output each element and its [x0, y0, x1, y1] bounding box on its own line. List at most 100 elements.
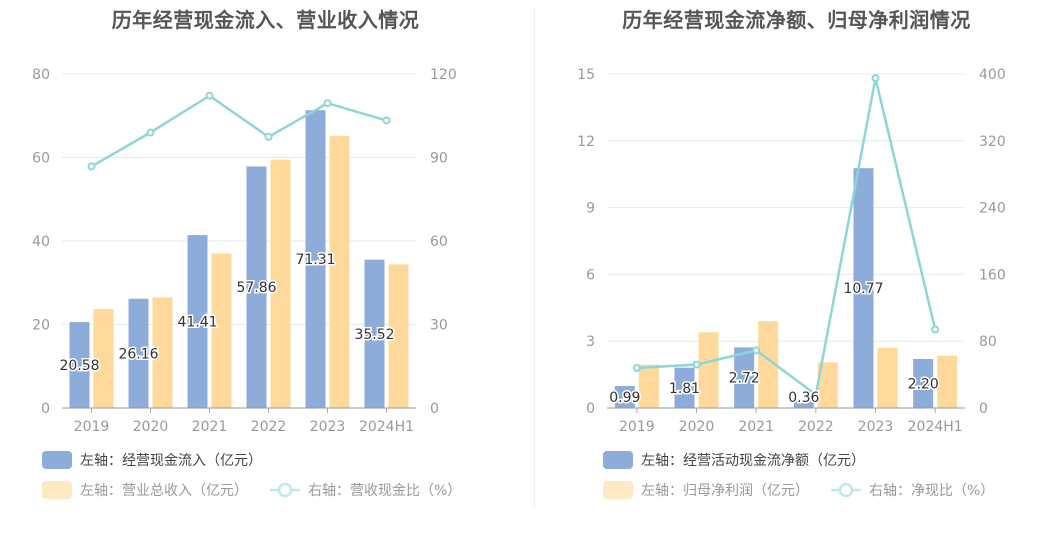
bar-secondary — [93, 309, 114, 408]
bar-primary — [734, 347, 755, 408]
legend-item[interactable]: 左轴：营业总收入（亿元） — [42, 480, 248, 500]
bar-data-label: 20.58 — [59, 358, 99, 374]
panel-divider — [534, 8, 535, 508]
y-right-tick-label: 240 — [979, 201, 1006, 217]
bar-secondary — [152, 297, 173, 408]
y-left-tick-label: 9 — [586, 201, 595, 217]
bar-primary — [364, 259, 385, 408]
y-left-tick-label: 20 — [32, 318, 50, 334]
bar-secondary — [270, 159, 291, 408]
bar-data-label: 35.52 — [354, 327, 394, 343]
ratio-line — [90, 94, 387, 168]
x-tick-label: 2023 — [310, 419, 346, 435]
legend-swatch — [42, 481, 72, 499]
x-tick-label: 2020 — [133, 419, 169, 435]
legend-item[interactable]: 右轴：净现比（%） — [831, 480, 994, 500]
y-left-tick-label: 12 — [577, 134, 595, 150]
bar-secondary — [698, 332, 719, 408]
bar-secondary — [877, 347, 898, 408]
ratio-point — [87, 162, 96, 171]
legend-item[interactable]: 左轴：归母净利润（亿元） — [603, 480, 809, 500]
bar-secondary — [758, 321, 779, 408]
chart-plot-area: 0 0 3 80 6 160 9 240 12 320 15 400 2019 2020 2021 2022 2… — [577, 67, 1006, 435]
bar-secondary — [937, 355, 958, 408]
legend-label: 左轴：营业总收入（亿元） — [80, 483, 248, 499]
ratio-point — [931, 325, 940, 334]
legend-swatch — [42, 451, 72, 469]
bar-secondary — [211, 253, 232, 408]
legend-label: 左轴：经营现金流入（亿元） — [80, 453, 262, 469]
legend-label: 左轴：归母净利润（亿元） — [641, 483, 809, 499]
y-right-tick-label: 60 — [430, 234, 448, 250]
x-tick-label: 2020 — [679, 419, 715, 435]
legend-line-icon — [831, 482, 861, 498]
y-right-tick-label: 320 — [979, 134, 1006, 150]
legend-label: 左轴：经营活动现金流净额（亿元） — [641, 453, 865, 469]
y-right-tick-label: 0 — [430, 401, 439, 417]
y-right-tick-label: 120 — [430, 67, 457, 83]
x-tick-label: 2019 — [74, 419, 110, 435]
ratio-point — [811, 390, 820, 399]
bar-secondary — [638, 364, 659, 408]
ratio-point — [382, 116, 391, 125]
bar-data-label: 57.86 — [236, 280, 276, 296]
y-right-tick-label: 90 — [430, 151, 448, 167]
y-right-tick-label: 0 — [979, 401, 988, 417]
y-left-tick-label: 80 — [32, 67, 50, 83]
legend-swatch — [603, 451, 633, 469]
x-tick-label: 2023 — [858, 419, 894, 435]
bar-data-label: 41.41 — [177, 315, 217, 331]
bar-data-label: 2.20 — [908, 377, 939, 393]
chart-panel-cash-inflow: 历年经营现金流入、营业收入情况 0 0 20 30 40 60 60 90 80 120 2019 2… — [32, 8, 483, 503]
x-tick-label: 2022 — [798, 419, 834, 435]
bar-primary — [674, 367, 695, 408]
y-right-tick-label: 30 — [430, 318, 448, 334]
chart-panel-net-cash: 历年经营现金流净额、归母净利润情况 0 0 3 80 6 160 9 240 12 320 15 40… — [531, 0, 1062, 546]
ratio-point — [323, 99, 332, 108]
legend-line-icon — [270, 482, 300, 498]
bar-primary — [69, 322, 90, 408]
x-tick-label: 2024H1 — [908, 419, 963, 435]
y-left-tick-label: 15 — [577, 67, 595, 83]
x-tick-label: 2019 — [619, 419, 655, 435]
ratio-point — [632, 363, 641, 372]
legend-label: 右轴：净现比（%） — [869, 483, 995, 499]
legend-row: 左轴：营业总收入（亿元） 右轴：营收现金比（%） — [42, 480, 483, 503]
y-left-tick-label: 40 — [32, 234, 50, 250]
ratio-point — [264, 132, 273, 141]
x-tick-label: 2024H1 — [359, 419, 414, 435]
legend-row: 左轴：归母净利润（亿元） 右轴：净现比（%） — [603, 480, 1016, 503]
x-tick-label: 2021 — [192, 419, 228, 435]
legend-row: 左轴：经营活动现金流净额（亿元） — [603, 450, 887, 473]
legend-item[interactable]: 左轴：经营现金流入（亿元） — [42, 450, 262, 470]
bar-data-label: 71.31 — [295, 252, 335, 268]
legend-swatch — [603, 481, 633, 499]
chart-title: 历年经营现金流入、营业收入情况 — [111, 8, 420, 32]
ratio-point — [146, 128, 155, 137]
bar-data-label: 2.72 — [729, 371, 760, 387]
bar-data-label: 0.36 — [788, 390, 819, 406]
y-left-tick-label: 6 — [586, 267, 595, 283]
legend-label: 右轴：营收现金比（%） — [308, 483, 462, 499]
bar-primary — [246, 166, 267, 408]
bar-secondary — [329, 135, 350, 409]
bar-data-label: 10.77 — [843, 281, 883, 297]
ratio-point — [752, 346, 761, 355]
bar-primary — [913, 359, 934, 408]
legend-item[interactable]: 左轴：经营活动现金流净额（亿元） — [603, 450, 865, 470]
chart-plot-area: 0 0 20 30 40 60 60 90 80 120 2019 2020 2021 2022 2023 2… — [32, 67, 457, 435]
legend-item[interactable]: 右轴：营收现金比（%） — [270, 480, 461, 500]
bar-secondary — [817, 362, 838, 408]
y-right-tick-label: 160 — [979, 267, 1006, 283]
bar-primary — [187, 235, 208, 408]
y-right-tick-label: 80 — [979, 334, 997, 350]
bar-secondary — [388, 264, 409, 408]
chart-title: 历年经营现金流净额、归母净利润情况 — [622, 8, 971, 32]
bar-primary — [614, 385, 635, 408]
bar-primary — [793, 399, 814, 408]
ratio-point — [205, 91, 214, 100]
ratio-line — [636, 77, 937, 397]
ratio-point — [692, 360, 701, 369]
y-right-tick-label: 400 — [979, 67, 1006, 83]
bar-primary — [853, 168, 874, 408]
